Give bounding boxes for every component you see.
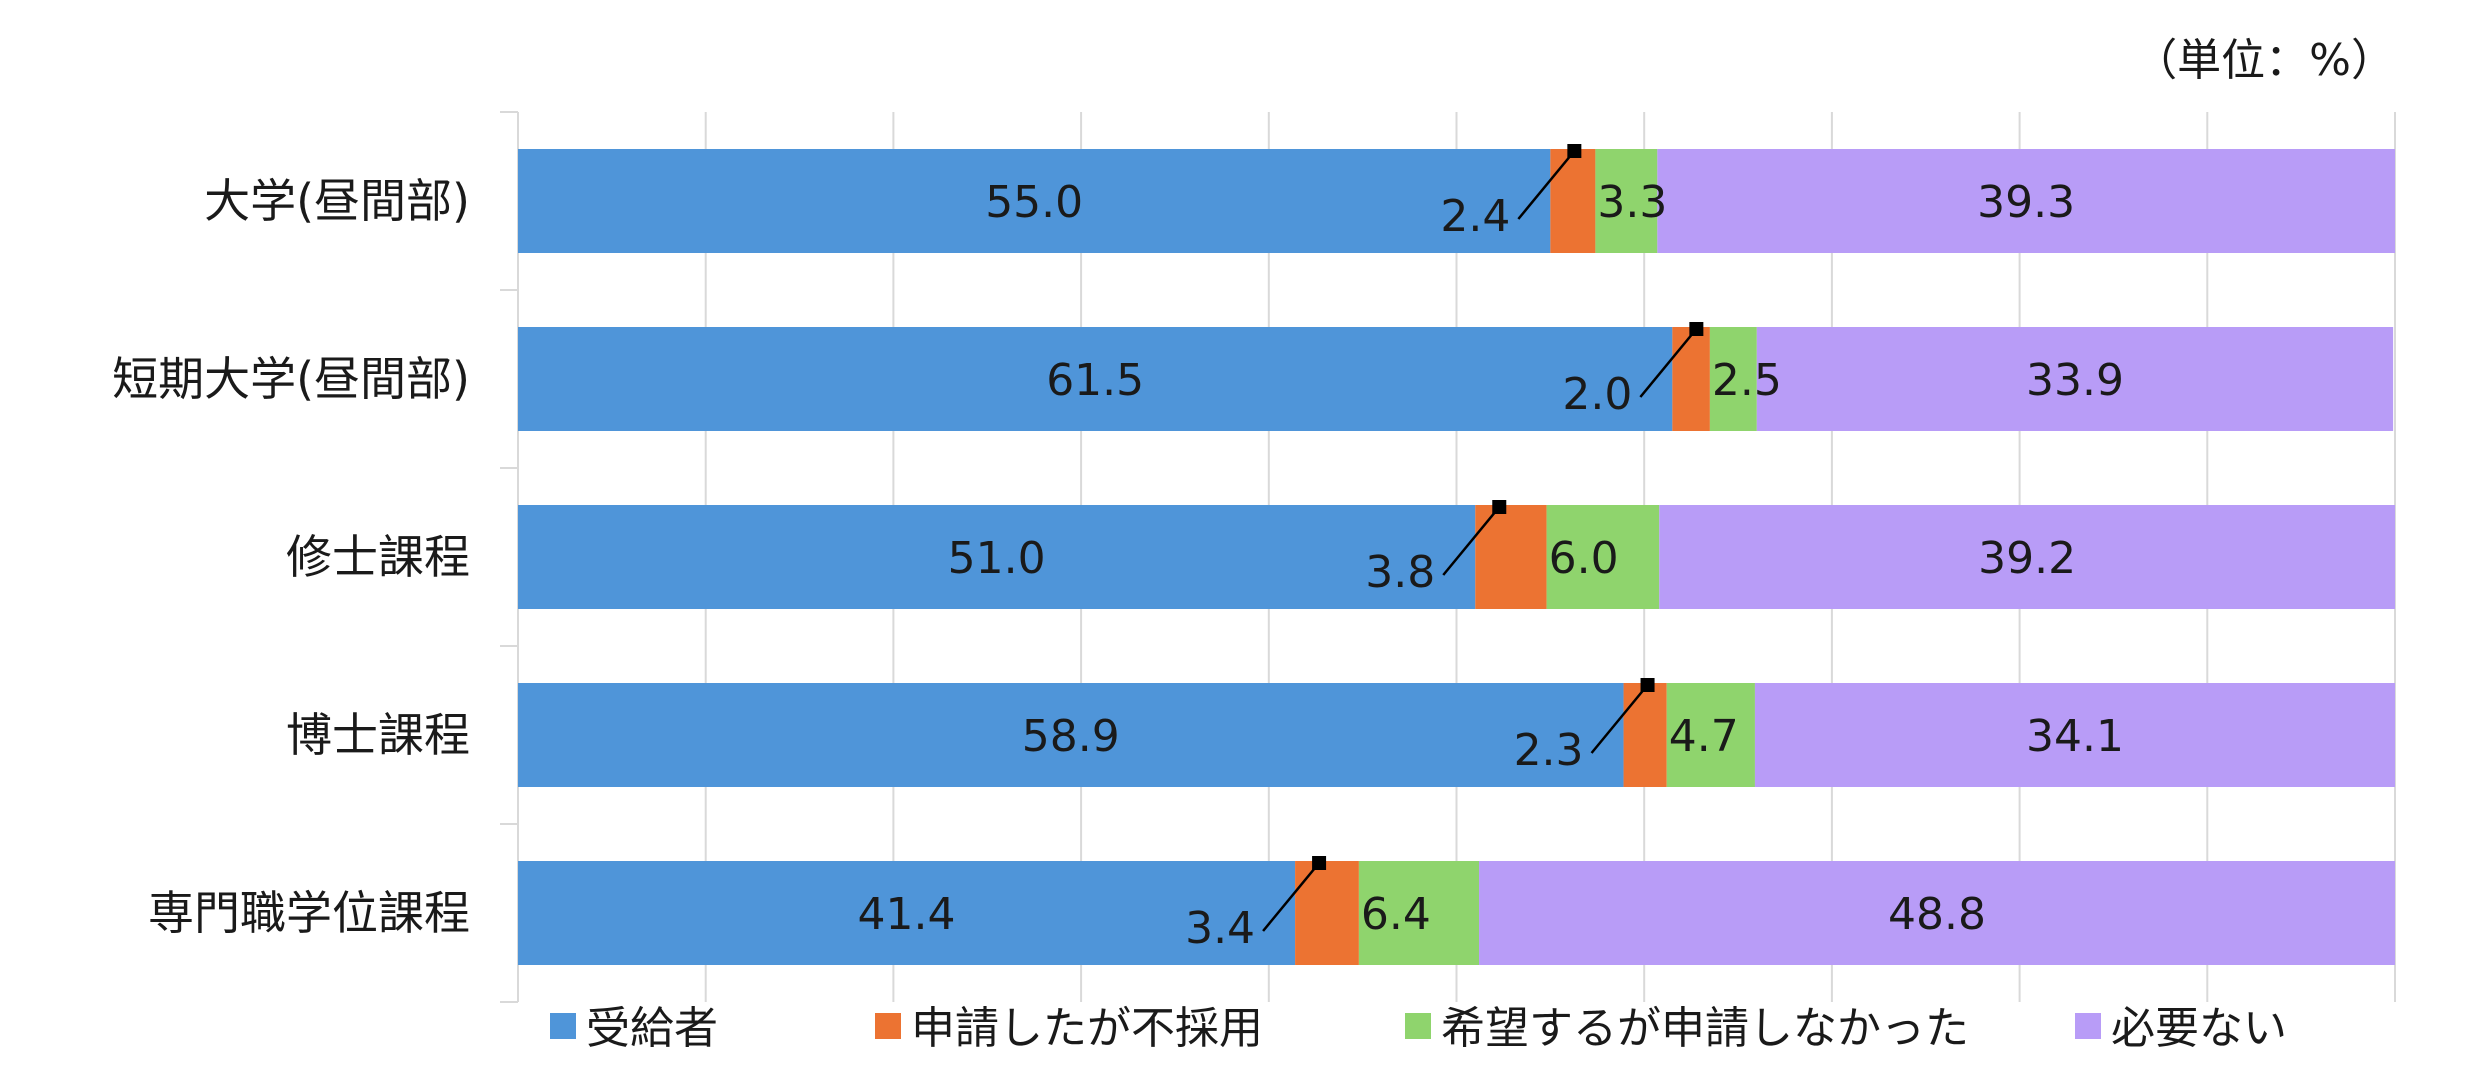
- legend-swatch: [2075, 1013, 2101, 1039]
- data-label: 4.7: [1669, 711, 1739, 762]
- bar-segment: [1475, 505, 1547, 609]
- data-label: 6.4: [1361, 889, 1431, 940]
- bar-segment: [1756, 327, 2394, 431]
- bar-segment: [518, 327, 1673, 431]
- bar-segment: [1709, 327, 1757, 431]
- data-label: 48.8: [1888, 889, 1986, 940]
- bar-segment: [1672, 327, 1710, 431]
- legend-label: 受給者: [586, 1003, 718, 1054]
- category-label: 博士課程: [286, 708, 470, 762]
- data-label: 6.0: [1549, 533, 1619, 584]
- bar-segment: [1358, 861, 1480, 965]
- data-labels: 55.0 2.4 3.3 39.3 61.5 2.0 2.5 33.9 51.0 3.8 6.0 39…: [858, 144, 2124, 954]
- leader-line: [1590, 684, 1649, 754]
- bar-segment: [1550, 149, 1596, 253]
- bar-segment: [1295, 861, 1359, 965]
- bar-segment: [518, 861, 1296, 965]
- data-label: 39.2: [1978, 533, 2076, 584]
- unit-label: （単位：%）: [2133, 35, 2395, 86]
- leader-line: [1517, 150, 1576, 220]
- legend-swatch: [550, 1013, 576, 1039]
- data-label: 33.9: [2026, 355, 2124, 406]
- data-label: 2.3: [1514, 725, 1584, 776]
- leader-marker: [1640, 678, 1655, 692]
- bar-segment: [1657, 149, 2395, 253]
- bar-segment: [1595, 149, 1658, 253]
- leader-marker: [1492, 500, 1507, 514]
- data-label: 3.8: [1365, 547, 1435, 598]
- bars: [518, 149, 2395, 965]
- data-label: 34.1: [2026, 711, 2124, 762]
- bar-segment: [1623, 683, 1667, 787]
- legend-swatch: [875, 1013, 901, 1039]
- data-label: 39.3: [1977, 177, 2075, 228]
- leader-marker: [1689, 322, 1704, 336]
- leader-line: [1639, 328, 1698, 398]
- legend: 受給者 申請したが不採用 希望するが申請しなかった 必要ない: [550, 1003, 2287, 1054]
- category-label: 修士課程: [286, 530, 470, 584]
- legend-label: 希望するが申請しなかった: [1441, 1003, 1969, 1054]
- bar-segment: [1479, 861, 2395, 965]
- data-label: 2.4: [1440, 191, 1510, 242]
- leader-marker: [1567, 144, 1582, 158]
- category-label: 専門職学位課程: [148, 886, 470, 940]
- legend-swatch: [1405, 1013, 1431, 1039]
- data-label: 55.0: [985, 177, 1083, 228]
- data-label: 58.9: [1022, 711, 1120, 762]
- bar-segment: [1546, 505, 1660, 609]
- data-label: 61.5: [1046, 355, 1144, 406]
- bar-segment: [1754, 683, 2395, 787]
- data-label: 3.4: [1185, 903, 1255, 954]
- bar-segment: [1659, 505, 2395, 609]
- category-label: 大学(昼間部): [204, 174, 470, 228]
- leader-line: [1442, 506, 1501, 576]
- legend-label: 必要ない: [2111, 1003, 2287, 1054]
- data-label: 41.4: [858, 889, 956, 940]
- leader-line: [1262, 862, 1321, 932]
- bar-segment: [1666, 683, 1755, 787]
- bar-segment: [518, 683, 1624, 787]
- leader-marker: [1312, 856, 1327, 870]
- data-label: 51.0: [948, 533, 1046, 584]
- legend-label: 申請したが不採用: [911, 1003, 1263, 1054]
- data-label: 2.0: [1562, 369, 1632, 420]
- bar-segment: [518, 505, 1476, 609]
- category-label: 短期大学(昼間部): [112, 352, 470, 406]
- bar-segment: [518, 149, 1551, 253]
- data-label: 2.5: [1712, 355, 1782, 406]
- data-label: 3.3: [1597, 177, 1667, 228]
